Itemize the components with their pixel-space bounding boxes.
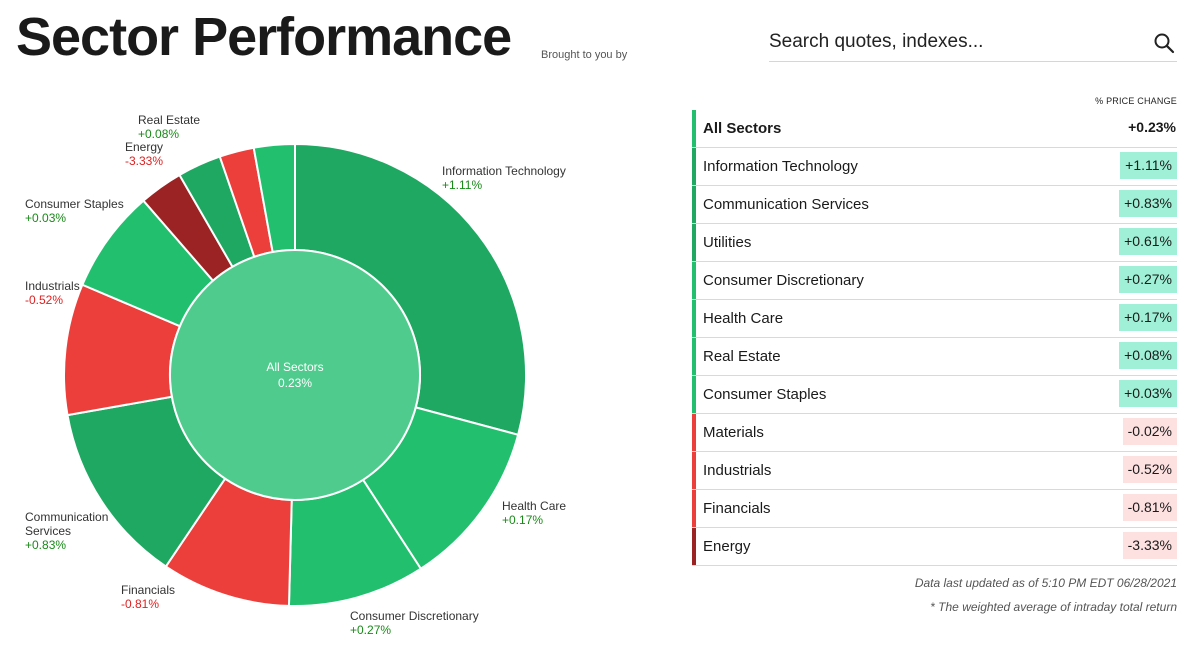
segment-label-value: +0.83% <box>25 538 66 552</box>
row-price-change: -0.52% <box>1122 456 1177 483</box>
row-color-bar <box>692 414 696 451</box>
row-price-change: +0.61% <box>1119 228 1177 255</box>
row-sector-name: Consumer Staples <box>703 386 827 403</box>
segment-label-value: +0.08% <box>138 127 179 141</box>
table-row[interactable]: Real Estate +0.08% <box>692 338 1177 376</box>
table-row[interactable]: Energy -3.33% <box>692 528 1177 566</box>
row-color-bar <box>692 148 696 185</box>
segment-label-name: Real Estate <box>138 113 200 127</box>
sector-donut-chart: Information Technology +1.11% Health Care +… <box>0 85 680 663</box>
row-color-bar <box>692 452 696 489</box>
table-rows: All Sectors +0.23% Information Technology +… <box>692 110 1177 566</box>
table-row[interactable]: Information Technology +1.11% <box>692 148 1177 186</box>
row-sector-name: Materials <box>703 424 764 441</box>
row-color-bar <box>692 300 696 337</box>
sponsor-text: Brought to you by <box>541 49 628 61</box>
row-sector-name: Financials <box>703 500 771 517</box>
row-sector-name: Utilities <box>703 234 752 251</box>
row-sector-name: Consumer Discretionary <box>703 272 864 289</box>
row-price-change: +0.23% <box>1128 119 1176 135</box>
row-color-bar <box>692 338 696 375</box>
row-price-change: +0.08% <box>1119 342 1177 369</box>
row-sector-name: All Sectors <box>703 120 782 137</box>
row-color-bar <box>692 224 696 261</box>
segment-label-value: +1.11% <box>442 178 482 192</box>
weighted-average-note: * The weighted average of intraday total… <box>930 600 1177 614</box>
page-title: Sector Performance <box>16 7 512 67</box>
search-input[interactable] <box>769 31 1129 53</box>
row-color-bar <box>692 376 696 413</box>
segment-label-value: +0.27% <box>350 623 391 637</box>
table-row[interactable]: Communication Services +0.83% <box>692 186 1177 224</box>
table-row[interactable]: Industrials -0.52% <box>692 452 1177 490</box>
row-color-bar <box>692 490 696 527</box>
donut-center[interactable] <box>169 249 421 501</box>
row-price-change: +0.17% <box>1119 304 1177 331</box>
row-sector-name: Industrials <box>703 462 772 479</box>
search-bar <box>769 26 1177 62</box>
row-price-change: -0.81% <box>1122 494 1177 521</box>
row-price-change: +0.03% <box>1119 380 1177 407</box>
segment-label-value: +0.03% <box>25 211 66 225</box>
row-sector-name: Communication Services <box>703 196 869 213</box>
row-price-change: +0.83% <box>1119 190 1177 217</box>
row-sector-name: Real Estate <box>703 348 781 365</box>
row-color-bar <box>692 262 696 299</box>
center-value: 0.23% <box>278 376 312 390</box>
table-row[interactable]: Utilities +0.61% <box>692 224 1177 262</box>
row-sector-name: Information Technology <box>703 158 858 175</box>
search-icon[interactable] <box>1153 32 1175 54</box>
row-price-change: -0.02% <box>1122 418 1177 445</box>
segment-label-value: +0.17% <box>502 513 543 527</box>
segment-label-name: Communication <box>25 510 108 524</box>
segment-label-name: Financials <box>121 583 175 597</box>
segment-label-value: -0.52% <box>25 293 63 307</box>
segment-label-value: -3.33% <box>125 154 163 168</box>
table-row[interactable]: Consumer Discretionary +0.27% <box>692 262 1177 300</box>
row-color-bar <box>692 186 696 223</box>
sector-table: % PRICE CHANGE All Sectors +0.23% Informat… <box>692 96 1177 566</box>
row-sector-name: Health Care <box>703 310 784 327</box>
table-row[interactable]: Health Care +0.17% <box>692 300 1177 338</box>
row-price-change: +0.27% <box>1119 266 1177 293</box>
table-row[interactable]: Materials -0.02% <box>692 414 1177 452</box>
donut-svg: Information Technology+1.11%Health Care+… <box>25 113 566 637</box>
row-price-change: +1.11% <box>1120 152 1177 179</box>
segment-label-name: Industrials <box>25 279 80 293</box>
last-updated-note: Data last updated as of 5:10 PM EDT 06/2… <box>914 576 1177 590</box>
row-sector-name: Energy <box>703 538 751 555</box>
row-color-bar <box>692 528 696 565</box>
table-row[interactable]: All Sectors +0.23% <box>692 110 1177 148</box>
segment-label-name: Health Care <box>502 499 566 513</box>
segment-label-name: Consumer Discretionary <box>350 609 479 623</box>
center-label: All Sectors <box>266 360 323 374</box>
segment-label-name: Services <box>25 524 71 538</box>
table-row[interactable]: Consumer Staples +0.03% <box>692 376 1177 414</box>
segment-label-name: Consumer Staples <box>25 197 124 211</box>
table-header-price-change: % PRICE CHANGE <box>1095 96 1177 106</box>
row-price-change: -3.33% <box>1122 532 1177 559</box>
segment-label-name: Information Technology <box>442 164 566 178</box>
row-color-bar <box>692 110 696 147</box>
table-row[interactable]: Financials -0.81% <box>692 490 1177 528</box>
segment-label-value: -0.81% <box>121 597 159 611</box>
segment-label-name: Energy <box>125 140 163 154</box>
